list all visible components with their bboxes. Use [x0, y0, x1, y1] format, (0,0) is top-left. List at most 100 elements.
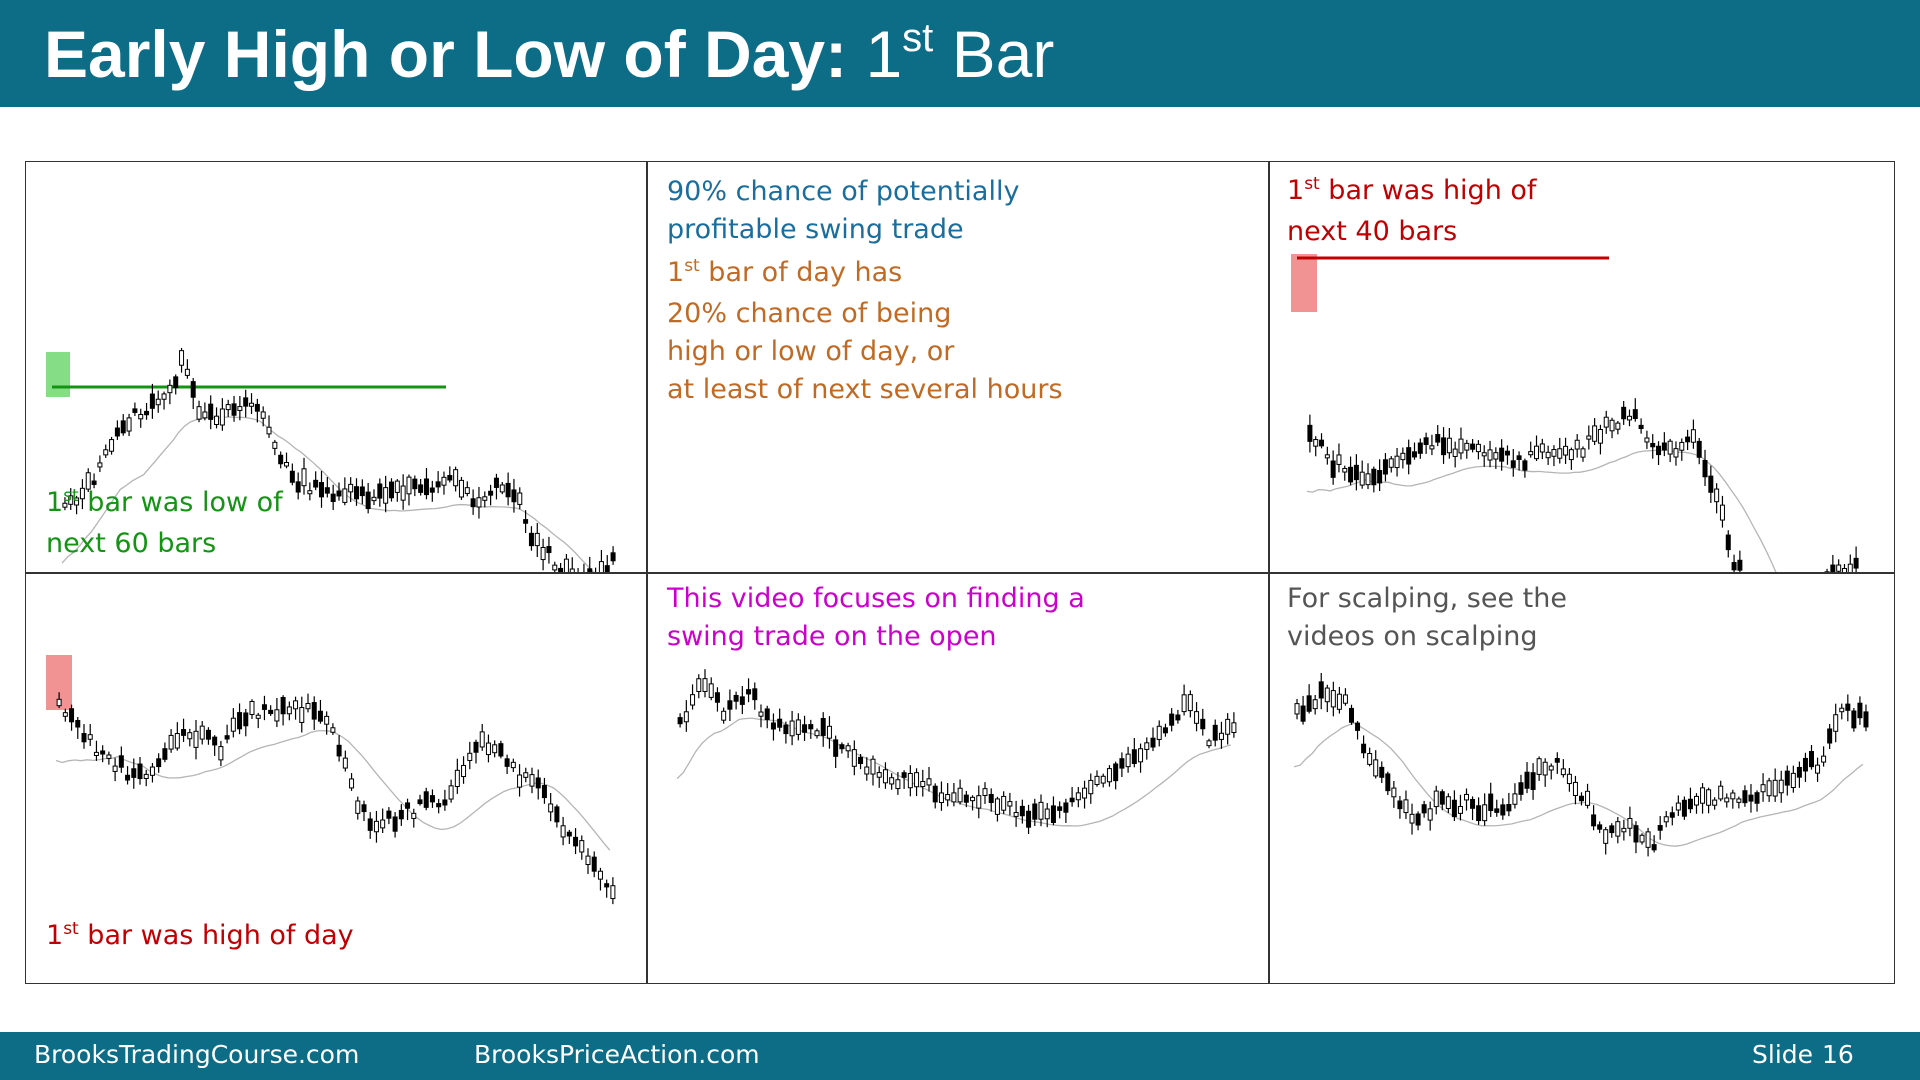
candlestick-bar	[266, 415, 272, 438]
candlestick-bar	[1857, 696, 1863, 725]
panel-stats-text: 90% chance of potentially profitable swi…	[647, 162, 1267, 572]
candlestick-bar	[523, 510, 529, 534]
candlestick-bar	[1542, 758, 1548, 787]
candlestick-bar	[1548, 763, 1554, 780]
candlestick-bar	[1669, 806, 1675, 826]
p3-sup: st	[1304, 174, 1320, 194]
candlestick-bar	[1760, 773, 1766, 802]
candlestick-bar	[132, 402, 138, 416]
candlestick-bar	[1836, 559, 1842, 572]
candlestick-bar	[461, 756, 467, 784]
candlestick-bar	[1506, 792, 1512, 817]
candlestick-bar	[91, 473, 97, 489]
candlestick-bar	[400, 474, 406, 510]
candlestick-bar	[1427, 801, 1433, 831]
candlestick-chart-1	[46, 347, 616, 572]
candlestick-bar	[1796, 761, 1802, 788]
candlestick-bar	[1830, 554, 1836, 572]
candlestick-bar	[517, 764, 523, 797]
candlestick-bar	[1457, 794, 1463, 821]
candlestick-bar	[319, 470, 325, 508]
candlestick-bar	[510, 758, 516, 772]
moving-average-line	[1293, 722, 1864, 847]
candlestick-bar	[1100, 773, 1106, 788]
candlestick-bar	[289, 463, 295, 486]
footer-left-link[interactable]: BrooksTradingCourse.com	[34, 1040, 360, 1069]
candlestick-bar	[237, 395, 243, 421]
candlestick-bar	[1493, 447, 1499, 469]
candlestick-bar	[1075, 786, 1081, 808]
candlestick-bar	[534, 523, 540, 558]
first-bar-highlight	[46, 352, 70, 397]
candlestick-bar	[1007, 792, 1013, 816]
candlestick-bar	[591, 851, 597, 878]
panel-1-label-line2: next 60 bars	[46, 528, 217, 559]
candlestick-bar	[1679, 438, 1685, 461]
candlestick-bar	[85, 468, 91, 493]
candlestick-bar	[1439, 789, 1445, 811]
candlestick-bar	[272, 439, 278, 456]
candlestick-bar	[783, 721, 789, 744]
candlestick-bar	[1131, 737, 1137, 768]
candlestick-bar	[114, 420, 120, 440]
candlestick-bar	[808, 719, 814, 739]
candlestick-bar	[202, 402, 208, 421]
candlestick-bar	[1748, 784, 1754, 813]
panel-swing-trade: This video focuses on finding a swing tr…	[647, 573, 1267, 983]
p2-orange-line1: 1st bar of day has	[667, 254, 1063, 295]
candlestick-bar	[1406, 439, 1412, 475]
candlestick-bar	[190, 378, 196, 410]
candlestick-bar	[1539, 438, 1545, 460]
candlestick-bar	[231, 395, 237, 422]
candlestick-bar	[301, 457, 307, 495]
candlestick-bar	[476, 486, 482, 519]
candlestick-bar	[1038, 794, 1044, 827]
candlestick-bar	[727, 689, 733, 722]
candlestick-bar	[1482, 793, 1488, 826]
candlestick-bar	[161, 391, 167, 410]
candlestick-bar	[208, 395, 214, 430]
candlestick-bar	[1324, 684, 1330, 713]
candlestick-bar	[1411, 442, 1417, 460]
candlestick-bar	[1591, 805, 1597, 831]
candlestick-bar	[1069, 787, 1075, 807]
candlestick-bar	[1409, 803, 1415, 835]
footer-middle-link[interactable]: BrooksPriceAction.com	[474, 1040, 760, 1069]
candlestick-bar	[1452, 441, 1458, 468]
candlestick-bar	[417, 794, 423, 806]
candlestick-bar	[1458, 427, 1464, 460]
candlestick-bar	[79, 479, 85, 510]
candlestick-bar	[336, 735, 342, 762]
slide-header: Early High or Low of Day: 1st Bar	[0, 0, 1920, 107]
candlestick-bar	[453, 466, 459, 492]
candlestick-bar	[1621, 819, 1627, 841]
candlestick-bar	[1545, 445, 1551, 465]
candlestick-bar	[138, 408, 144, 428]
p4-num: 1	[46, 920, 64, 951]
candlestick-bar	[1557, 437, 1563, 464]
candlestick-bar	[1863, 704, 1869, 732]
candlestick-bar	[677, 713, 683, 728]
candlestick-bar	[1373, 750, 1379, 779]
candlestick-bar	[1336, 686, 1342, 714]
candlestick-bar	[261, 695, 267, 721]
p3-num: 1	[1287, 175, 1305, 206]
candlestick-bar	[1609, 823, 1615, 838]
candlestick-bar	[573, 828, 579, 855]
candlestick-bar	[305, 693, 311, 713]
candlestick-bar	[504, 754, 510, 775]
candlestick-bar	[149, 383, 155, 419]
candlestick-chart-6	[1293, 672, 1869, 857]
candlestick-bar	[540, 538, 546, 571]
candlestick-bar	[587, 556, 593, 572]
candlestick-bar	[1615, 816, 1621, 844]
candlestick-bar	[149, 762, 155, 783]
candlestick-bar	[1572, 775, 1578, 805]
candlestick-bar	[598, 549, 604, 572]
moving-average-line	[1306, 449, 1777, 572]
candlestick-bar	[467, 741, 473, 770]
candlestick-bar	[1790, 765, 1796, 793]
p4-sup: st	[63, 919, 79, 939]
candlestick-bar	[683, 700, 689, 732]
candlestick-bar	[1306, 684, 1312, 714]
